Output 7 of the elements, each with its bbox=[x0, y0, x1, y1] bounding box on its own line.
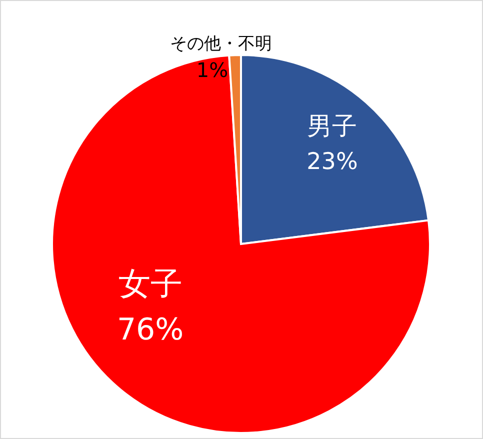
slice-label: その他・不明 bbox=[170, 34, 272, 54]
data-label: 23% bbox=[306, 149, 358, 176]
data-label: 76% bbox=[116, 312, 184, 348]
slice-label: 女子 bbox=[118, 264, 182, 302]
pie-slice bbox=[51, 54, 431, 434]
data-label: 1% bbox=[196, 58, 228, 82]
slice-label: 男子 bbox=[307, 112, 358, 141]
